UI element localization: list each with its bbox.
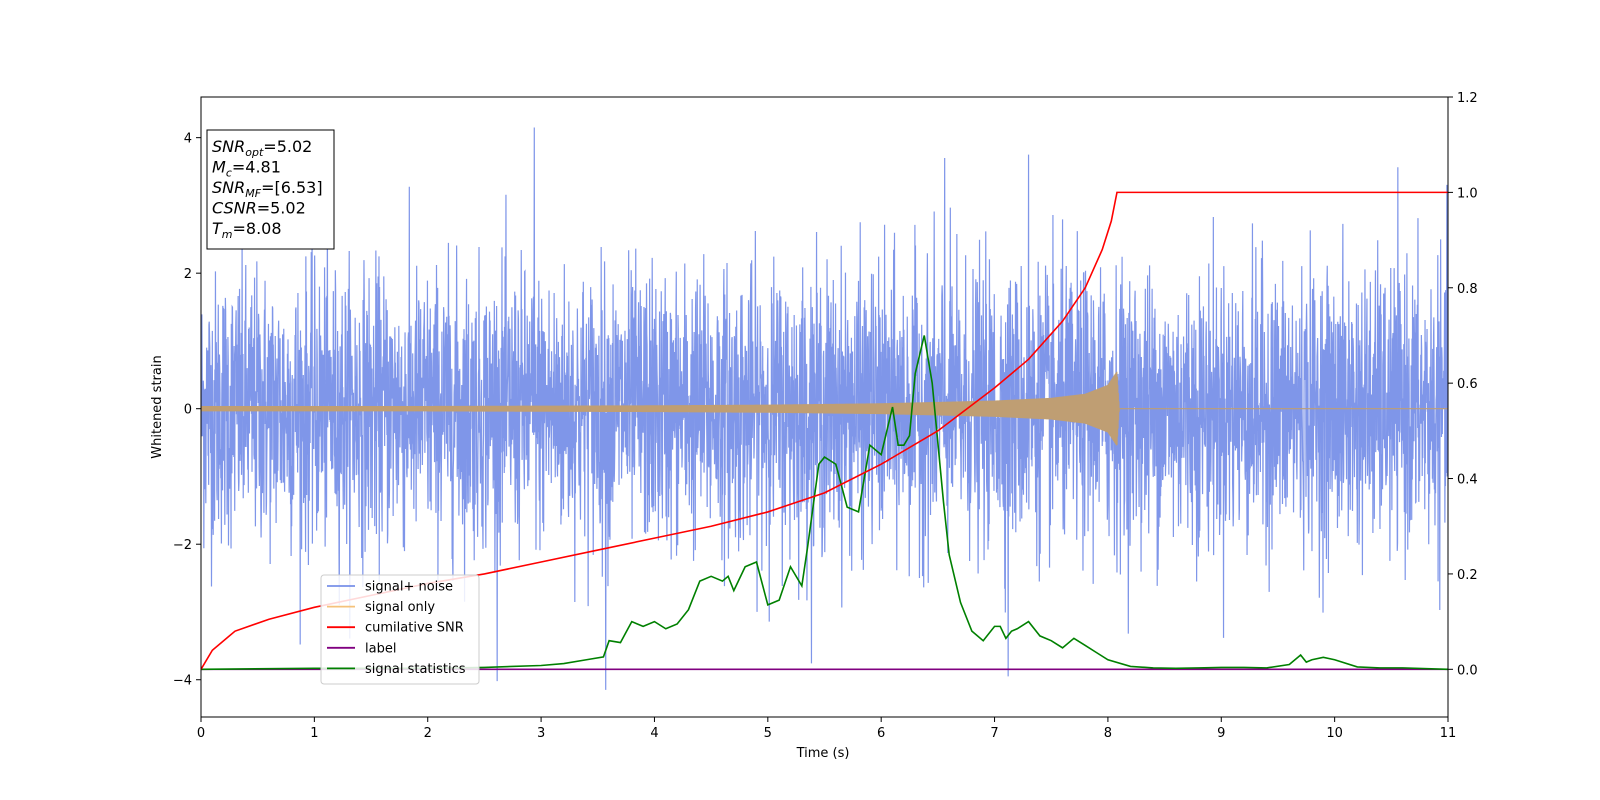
- y-left-tick-label: 4: [184, 132, 192, 147]
- y-left-tick-label: 0: [184, 403, 192, 418]
- x-tick-label: 6: [877, 726, 885, 741]
- y-left-tick-label: −2: [173, 538, 192, 553]
- x-tick-label: 2: [424, 726, 432, 741]
- x-tick-label: 1: [310, 726, 318, 741]
- x-tick-label: 10: [1326, 726, 1343, 741]
- legend-label: signal only: [365, 600, 435, 615]
- x-tick-label: 4: [650, 726, 658, 741]
- info-box-frame: [206, 129, 335, 250]
- series-signal-only-line: [201, 371, 1448, 446]
- legend-label: signal statistics: [365, 662, 466, 677]
- x-tick-label: 9: [1217, 726, 1225, 741]
- y-right-tick-label: 1.0: [1457, 186, 1478, 201]
- y-right-tick-label: 0.8: [1457, 282, 1478, 297]
- x-axis-label: Time (s): [796, 746, 850, 761]
- x-tick-label: 5: [764, 726, 772, 741]
- info-box: SNRopt=5.02Mc=4.81SNRMF=[6.53]CSNR=5.02T…: [206, 129, 335, 250]
- y-left-tick-label: −4: [173, 674, 192, 689]
- legend-label: signal+ noise: [365, 580, 453, 595]
- x-tick-label: 3: [537, 726, 545, 741]
- y-right-tick-label: 0.2: [1457, 568, 1478, 583]
- info-box-line: CSNR=5.02: [212, 199, 306, 218]
- x-tick-label: 11: [1440, 726, 1457, 741]
- y-right-tick-label: 0.6: [1457, 377, 1478, 392]
- info-box-line: Mc=4.81: [212, 158, 281, 180]
- info-box-line: SNRMF=[6.53]: [212, 178, 323, 200]
- legend: signal+ noise signal only cumilative SNR la…: [320, 574, 480, 685]
- info-box-line: SNRopt=5.02: [212, 137, 312, 159]
- y-axis-label: Whitened strain: [150, 355, 165, 458]
- legend-frame: [320, 574, 480, 685]
- legend-label: cumilative SNR: [365, 621, 464, 636]
- info-box-line: Tm=8.08: [212, 219, 282, 241]
- y-right-tick-label: 0.0: [1457, 663, 1478, 678]
- ticks-layer: 0 1 2 3 4 5 6 7 8 9 10 11 −4 −2 0 2 4 0.0 0.2 0.4 0.6 0.8 1.0 1…: [173, 91, 1478, 741]
- series-signal-statistics-line: [201, 335, 1448, 671]
- y-right-tick-label: 0.4: [1457, 473, 1478, 488]
- y-right-tick-label: 1.2: [1457, 91, 1478, 106]
- legend-label: label: [365, 641, 396, 656]
- x-tick-label: 8: [1104, 726, 1112, 741]
- x-tick-label: 7: [990, 726, 998, 741]
- plot-frame: [200, 96, 1449, 718]
- y-left-tick-label: 2: [184, 267, 192, 282]
- x-tick-label: 0: [197, 726, 205, 741]
